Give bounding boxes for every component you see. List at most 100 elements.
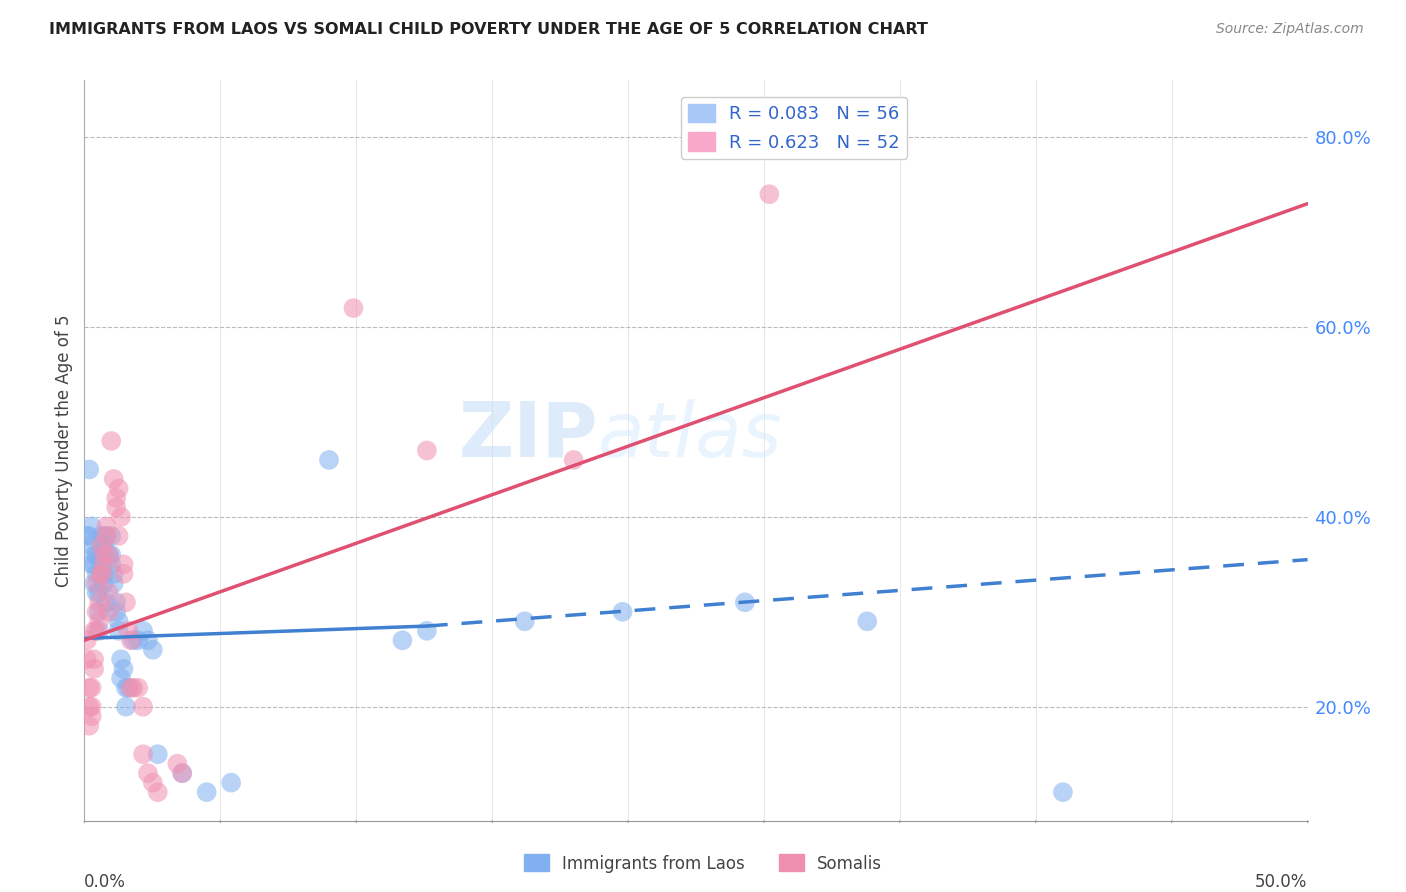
Point <box>105 605 128 619</box>
Point <box>87 624 110 638</box>
Point <box>80 558 103 572</box>
Point <box>83 548 105 562</box>
Point <box>80 538 103 552</box>
Point <box>86 576 108 591</box>
Point <box>80 699 103 714</box>
Point <box>93 548 115 562</box>
Point <box>127 681 149 695</box>
Point <box>97 605 120 619</box>
Point <box>120 681 142 695</box>
Point <box>86 586 108 600</box>
Point <box>96 595 118 609</box>
Point <box>120 633 142 648</box>
Legend: Immigrants from Laos, Somalis: Immigrants from Laos, Somalis <box>517 847 889 880</box>
Point <box>112 558 135 572</box>
Text: atlas: atlas <box>598 399 783 473</box>
Point <box>76 633 98 648</box>
Point <box>110 509 132 524</box>
Text: 50.0%: 50.0% <box>1256 873 1308 891</box>
Point <box>122 681 145 695</box>
Point <box>86 566 108 581</box>
Point <box>107 615 129 629</box>
Point <box>90 566 112 581</box>
Point <box>172 766 194 780</box>
Point <box>90 566 112 581</box>
Point <box>77 719 100 733</box>
Point <box>107 529 129 543</box>
Point <box>112 662 135 676</box>
Point <box>93 538 115 552</box>
Point <box>97 586 120 600</box>
Point <box>107 482 129 496</box>
Point <box>77 529 100 543</box>
Point <box>77 462 100 476</box>
Point <box>86 605 108 619</box>
Point <box>122 633 145 648</box>
Point <box>87 595 110 609</box>
Point <box>100 434 122 448</box>
Point <box>105 491 128 505</box>
Point <box>136 766 159 780</box>
Point <box>96 529 118 543</box>
Point <box>77 699 100 714</box>
Point <box>416 624 439 638</box>
Point <box>93 576 115 591</box>
Point <box>166 756 188 771</box>
Point <box>103 576 125 591</box>
Point <box>172 766 194 780</box>
Point <box>142 775 165 789</box>
Point <box>117 624 139 638</box>
Point <box>115 699 138 714</box>
Point <box>100 529 122 543</box>
Point <box>87 615 110 629</box>
Point <box>77 681 100 695</box>
Point <box>76 652 98 666</box>
Point <box>90 558 112 572</box>
Point <box>83 558 105 572</box>
Point <box>142 642 165 657</box>
Point <box>90 538 112 552</box>
Point <box>219 775 242 789</box>
Point <box>105 500 128 515</box>
Point <box>132 699 155 714</box>
Point <box>100 558 122 572</box>
Point <box>734 595 756 609</box>
Point <box>391 633 413 648</box>
Point <box>105 595 128 609</box>
Point <box>856 615 879 629</box>
Point <box>115 681 138 695</box>
Point <box>107 624 129 638</box>
Point <box>117 681 139 695</box>
Point <box>90 548 112 562</box>
Point <box>132 747 155 762</box>
Point <box>100 548 122 562</box>
Text: Source: ZipAtlas.com: Source: ZipAtlas.com <box>1216 22 1364 37</box>
Point <box>93 566 115 581</box>
Point <box>612 605 634 619</box>
Legend: R = 0.083   N = 56, R = 0.623   N = 52: R = 0.083 N = 56, R = 0.623 N = 52 <box>681 96 907 159</box>
Point <box>195 785 218 799</box>
Point <box>83 662 105 676</box>
Y-axis label: Child Poverty Under the Age of 5: Child Poverty Under the Age of 5 <box>55 314 73 587</box>
Point <box>103 566 125 581</box>
Point <box>146 785 169 799</box>
Point <box>97 548 120 562</box>
Text: IMMIGRANTS FROM LAOS VS SOMALI CHILD POVERTY UNDER THE AGE OF 5 CORRELATION CHAR: IMMIGRANTS FROM LAOS VS SOMALI CHILD POV… <box>49 22 928 37</box>
Point <box>513 615 536 629</box>
Point <box>80 681 103 695</box>
Point <box>90 529 112 543</box>
Point <box>87 586 110 600</box>
Point <box>93 558 115 572</box>
Point <box>146 747 169 762</box>
Point <box>96 519 118 533</box>
Point <box>76 529 98 543</box>
Text: ZIP: ZIP <box>458 399 598 473</box>
Point <box>758 187 780 202</box>
Point <box>132 624 155 638</box>
Point <box>342 301 364 315</box>
Point <box>80 519 103 533</box>
Point <box>562 453 585 467</box>
Point <box>86 548 108 562</box>
Point <box>112 566 135 581</box>
Point <box>83 576 105 591</box>
